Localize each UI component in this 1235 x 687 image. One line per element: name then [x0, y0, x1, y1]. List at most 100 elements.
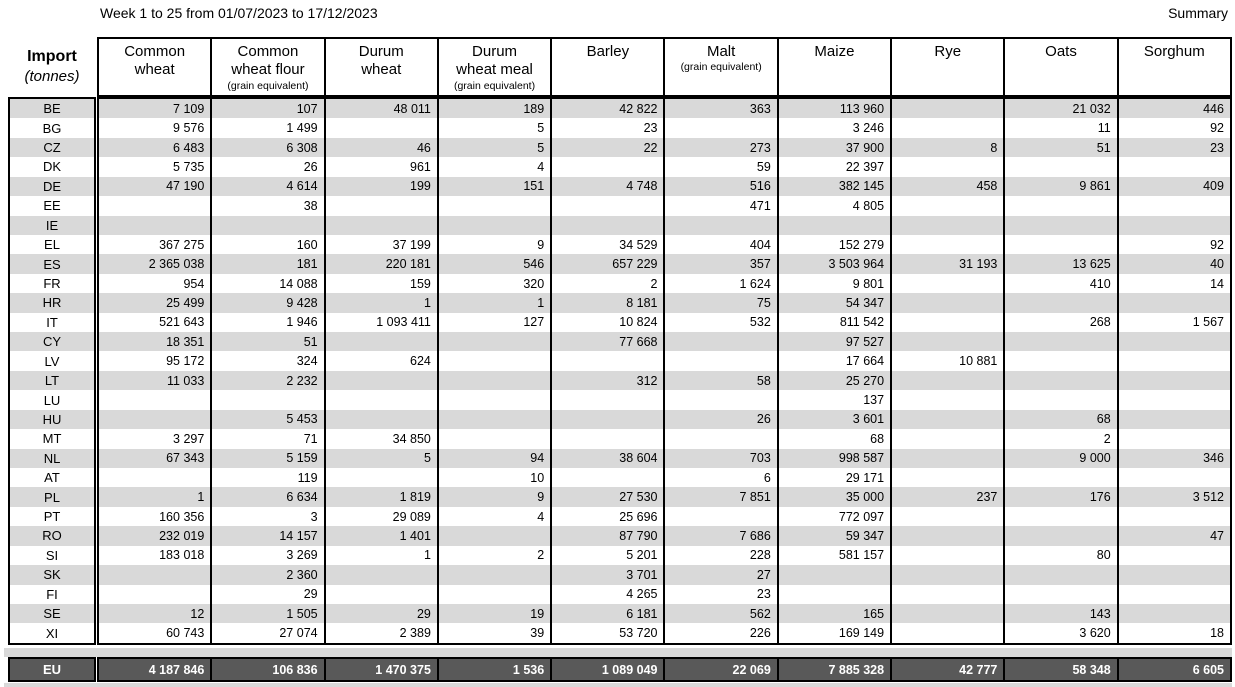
country-label: AT	[44, 470, 60, 486]
data-cell: 26	[665, 409, 779, 430]
data-cell: 2	[552, 273, 666, 294]
data-cell: 471	[665, 196, 779, 216]
column-header-line: wheat meal	[456, 61, 533, 79]
country-label: LV	[44, 353, 60, 369]
data-cell: 4 748	[552, 176, 666, 197]
column-header-line: wheat	[134, 61, 175, 79]
data-cell	[892, 390, 1006, 410]
data-cell	[552, 215, 666, 235]
column-header-row: Common wheat Common wheat flour (grain equiv…	[97, 37, 1232, 97]
table-row: 6 483 6 308 46 5 22 273 37 900 8 51 23	[99, 137, 1230, 158]
data-cell: 35 000	[779, 487, 893, 507]
data-cell: 3 503 964	[779, 254, 893, 274]
data-cell: 10	[439, 468, 553, 488]
data-cell	[99, 196, 213, 216]
data-cell: 228	[665, 545, 779, 566]
data-cell	[1005, 584, 1119, 604]
column-header-line: Durum	[472, 43, 518, 60]
data-cell: 1	[326, 545, 439, 566]
data-cell	[1119, 604, 1230, 623]
data-cell: 458	[892, 176, 1006, 197]
data-cell	[665, 506, 779, 527]
data-cell: 7 686	[665, 526, 779, 546]
data-cell: 80	[1005, 545, 1119, 566]
data-cell: 3 620	[1005, 623, 1119, 643]
total-cell: 6 605	[1192, 662, 1224, 677]
data-cell: 58	[665, 370, 779, 391]
data-cell	[326, 370, 439, 391]
total-cell: 58 348	[1005, 659, 1119, 680]
data-cell: 5 735	[99, 157, 213, 177]
data-cell: 176	[1005, 487, 1119, 507]
data-cell: 17 664	[779, 351, 893, 371]
column-header-subnote: (grain equivalent)	[227, 79, 309, 92]
data-cell	[552, 429, 666, 449]
data-cell: 357	[665, 254, 779, 274]
data-cell: 521 643	[99, 312, 213, 333]
column-header-line: wheat flour	[231, 61, 305, 79]
data-cell: 169 149	[779, 623, 893, 643]
data-cell	[892, 118, 1006, 138]
data-cell	[779, 565, 893, 585]
data-cell	[326, 584, 439, 604]
data-cell: 68	[779, 429, 893, 449]
data-cell	[552, 196, 666, 216]
data-cell	[1119, 468, 1230, 487]
data-cell: 8	[892, 137, 1006, 158]
data-cell	[892, 157, 1006, 177]
data-cell	[1005, 351, 1119, 371]
data-cell	[1005, 215, 1119, 235]
table-row: 29 4 265 23	[99, 584, 1230, 604]
data-cell: 14	[1210, 276, 1224, 291]
column-header-subnote: (grain equivalent)	[680, 61, 762, 74]
table-row: 9 576 1 499 5 23 3 246 11 92	[99, 118, 1230, 138]
country-label: PL	[10, 487, 94, 507]
table-row: 2 360 3 701 27	[99, 565, 1230, 585]
data-cell	[1005, 526, 1119, 546]
data-cell	[892, 623, 1006, 643]
column-header: Barley	[552, 39, 666, 95]
data-cell	[892, 603, 1006, 624]
data-cell: 312	[552, 370, 666, 391]
data-cell: 811 542	[779, 312, 893, 333]
data-cell: 59 347	[779, 526, 893, 546]
data-cell	[1005, 293, 1119, 313]
data-cell: 11 033	[99, 370, 213, 391]
column-header: Rye	[892, 39, 1006, 95]
data-cell: 446	[1203, 101, 1224, 116]
data-cell: 38	[212, 196, 326, 216]
data-cell: 409	[1203, 179, 1224, 194]
data-cell: 1	[439, 293, 553, 313]
data-cell: 7 109	[99, 99, 213, 119]
data-cell: 143	[1005, 603, 1119, 624]
column-header-line: Barley	[586, 43, 630, 60]
data-cell: 31 193	[892, 254, 1006, 274]
data-cell	[1005, 468, 1119, 488]
table-row: 232 019 14 157 1 401 87 790 7 686 59 347 47	[99, 526, 1230, 546]
column-header: Common wheat flour (grain equivalent)	[212, 39, 326, 95]
data-cell	[665, 215, 779, 235]
total-cell: 1 470 375	[326, 659, 439, 680]
data-cell	[1119, 351, 1230, 370]
data-cell	[892, 468, 1006, 488]
data-cell: 2 360	[212, 565, 326, 585]
data-cell: 165	[779, 603, 893, 624]
data-cell	[892, 584, 1006, 604]
country-label: ES	[10, 254, 94, 274]
data-cell: 23	[1210, 140, 1224, 155]
data-cell: 220 181	[326, 254, 439, 274]
data-cell	[1005, 332, 1119, 352]
data-cell: 18	[1210, 626, 1224, 641]
data-cell	[439, 584, 553, 604]
data-cell: 3 246	[779, 118, 893, 138]
country-label: HU	[10, 409, 94, 430]
data-cell: 2	[439, 545, 553, 566]
data-cell: 54 347	[779, 293, 893, 313]
data-cell: 46	[326, 137, 439, 158]
data-cell	[665, 118, 779, 138]
data-cell: 4 805	[779, 196, 893, 216]
data-cell: 961	[326, 157, 439, 177]
country-label: CY	[10, 332, 94, 352]
data-cell: 68	[1005, 409, 1119, 430]
data-cell	[892, 506, 1006, 527]
